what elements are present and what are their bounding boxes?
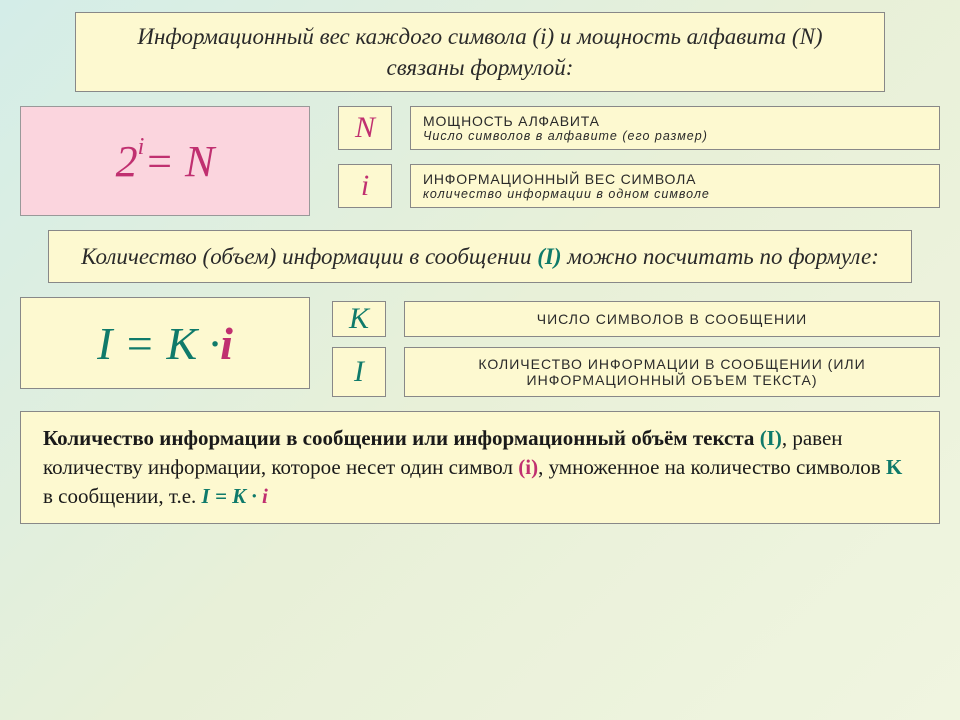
def-n-title: МОЩНОСТЬ АЛФАВИТА <box>423 113 927 129</box>
def-n-sub: Число символов в алфавите (его размер) <box>423 129 927 143</box>
bottom-formula: I = K · i <box>202 484 268 508</box>
header2-hl: (I) <box>537 244 561 269</box>
formula-2i-equals-n: 2i = N <box>20 106 310 216</box>
symbol-big-i: I <box>332 347 386 397</box>
def-text-i: ИНФОРМАЦИОННЫЙ ВЕС СИМВОЛА количество ин… <box>410 164 940 208</box>
def-row-n: N МОЩНОСТЬ АЛФАВИТА Число символов в алф… <box>338 106 940 150</box>
definitions-block1: N МОЩНОСТЬ АЛФАВИТА Число символов в алф… <box>338 106 940 208</box>
definitions-block2: K ЧИСЛО СИМВОЛОВ В СООБЩЕНИИ I КОЛИЧЕСТВ… <box>332 301 940 397</box>
formula1-eq: = N <box>144 136 214 187</box>
formula1-exp: i <box>138 133 145 161</box>
bottom-formula-i: i <box>262 484 268 508</box>
bottom-i: (i) <box>518 455 538 479</box>
bottom-t4: в сообщении, т.е. <box>43 484 202 508</box>
def-i-title: ИНФОРМАЦИОННЫЙ ВЕС СИМВОЛА <box>423 171 927 187</box>
row-formula2: I = K · i K ЧИСЛО СИМВОЛОВ В СООБЩЕНИИ I… <box>20 297 940 397</box>
bottom-explanation: Количество информации в сообщении или ин… <box>20 411 940 524</box>
bottom-t3: , умноженное на количество символов <box>538 455 886 479</box>
symbol-k: K <box>332 301 386 337</box>
def-text-n: МОЩНОСТЬ АЛФАВИТА Число символов в алфав… <box>410 106 940 150</box>
symbol-i: i <box>338 164 392 208</box>
formula2-right: i <box>220 317 233 370</box>
def-i-sub: количество информации в одном символе <box>423 187 927 201</box>
header1-text: Информационный вес каждого символа (i) и… <box>137 24 822 80</box>
formula1-base: 2 <box>116 136 138 187</box>
header-formula1: Информационный вес каждого символа (i) и… <box>75 12 885 92</box>
bottom-formula-left: I = K · <box>202 484 262 508</box>
def-text-k: ЧИСЛО СИМВОЛОВ В СООБЩЕНИИ <box>404 301 940 337</box>
formula2-left: I = K · <box>97 317 220 370</box>
def-row-big-i: I КОЛИЧЕСТВО ИНФОРМАЦИИ В СООБЩЕНИИ (ИЛИ… <box>332 347 940 397</box>
formula-i-equals-ki: I = K · i <box>20 297 310 389</box>
header-formula2: Количество (объем) информации в сообщени… <box>48 230 913 283</box>
bottom-I: (I) <box>760 426 782 450</box>
row-formula1: 2i = N N МОЩНОСТЬ АЛФАВИТА Число символо… <box>20 106 940 216</box>
header2-post: можно посчитать по формуле: <box>562 244 879 269</box>
symbol-n: N <box>338 106 392 150</box>
def-row-k: K ЧИСЛО СИМВОЛОВ В СООБЩЕНИИ <box>332 301 940 337</box>
bottom-t1: Количество информации в сообщении или ин… <box>43 426 760 450</box>
header2-pre: Количество (объем) информации в сообщени… <box>81 244 537 269</box>
bottom-K: K <box>886 455 902 479</box>
def-text-big-i: КОЛИЧЕСТВО ИНФОРМАЦИИ В СООБЩЕНИИ (ИЛИ И… <box>404 347 940 397</box>
def-row-i: i ИНФОРМАЦИОННЫЙ ВЕС СИМВОЛА количество … <box>338 164 940 208</box>
